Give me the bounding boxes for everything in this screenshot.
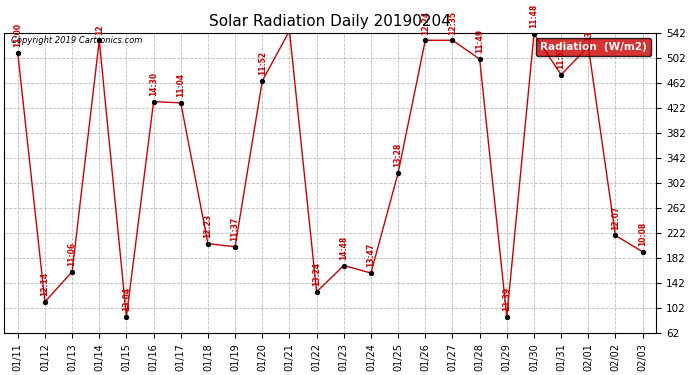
Point	[121, 314, 132, 320]
Point	[501, 314, 512, 320]
Text: 14:30: 14:30	[149, 72, 158, 96]
Text: 10:24: 10:24	[0, 374, 1, 375]
Point	[12, 50, 23, 56]
Text: 12:24: 12:24	[421, 10, 430, 35]
Point	[175, 100, 186, 106]
Text: 10:08: 10:08	[638, 222, 647, 246]
Text: 11:52: 11:52	[258, 51, 267, 75]
Legend: Radiation  (W/m2): Radiation (W/m2)	[536, 38, 651, 56]
Point	[257, 78, 268, 84]
Point	[66, 269, 77, 275]
Text: 11:37: 11:37	[230, 217, 239, 241]
Point	[94, 37, 105, 43]
Point	[447, 37, 458, 43]
Text: 13:39: 13:39	[502, 287, 511, 311]
Point	[338, 262, 349, 268]
Text: 13: 13	[584, 30, 593, 41]
Point	[39, 299, 50, 305]
Point	[420, 37, 431, 43]
Point	[637, 249, 648, 255]
Text: 12:35: 12:35	[448, 11, 457, 35]
Point	[529, 31, 540, 37]
Text: 12:14: 12:14	[41, 272, 50, 296]
Text: 13:04: 13:04	[122, 287, 131, 311]
Point	[311, 289, 322, 295]
Point	[583, 44, 594, 50]
Point	[366, 270, 377, 276]
Text: 13:47: 13:47	[366, 243, 375, 267]
Point	[610, 232, 621, 238]
Text: 11:55: 11:55	[557, 45, 566, 69]
Point	[202, 241, 213, 247]
Text: 11:49: 11:49	[475, 29, 484, 54]
Text: 13:24: 13:24	[312, 262, 321, 286]
Point	[230, 244, 241, 250]
Text: 13:28: 13:28	[393, 143, 403, 167]
Text: 12:23: 12:23	[204, 214, 213, 238]
Point	[284, 28, 295, 34]
Text: 11:04: 11:04	[176, 73, 186, 97]
Text: Copyright 2019 Cartronics.com: Copyright 2019 Cartronics.com	[10, 36, 142, 45]
Text: 11:48: 11:48	[529, 4, 538, 28]
Point	[148, 99, 159, 105]
Text: 12: 12	[95, 24, 103, 35]
Text: 11:00: 11:00	[13, 23, 22, 47]
Point	[393, 170, 404, 176]
Point	[474, 56, 485, 62]
Title: Solar Radiation Daily 20190204: Solar Radiation Daily 20190204	[209, 14, 451, 29]
Point	[555, 72, 566, 78]
Text: 14:48: 14:48	[339, 236, 348, 260]
Text: 12:07: 12:07	[611, 206, 620, 230]
Text: 11:06: 11:06	[68, 242, 77, 266]
